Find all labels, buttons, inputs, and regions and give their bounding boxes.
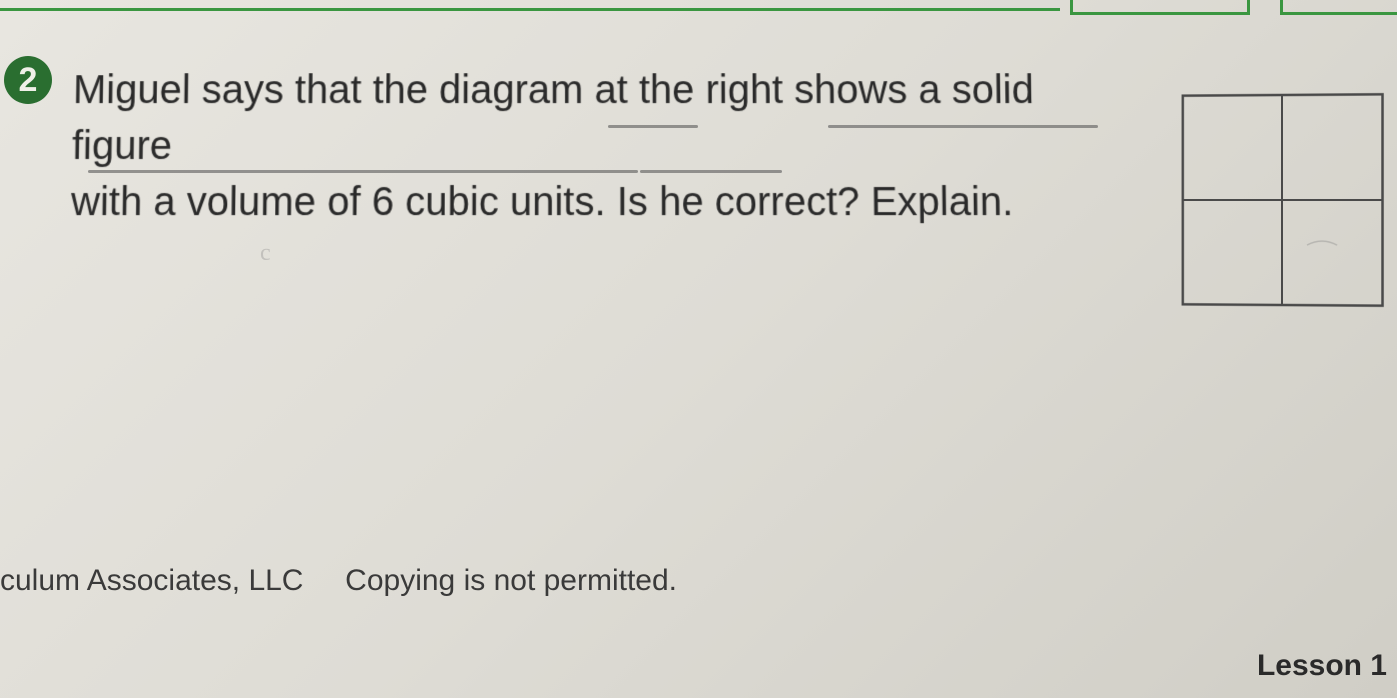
publisher-name: culum Associates, LLC (0, 564, 303, 597)
question-line-2: with a volume of 6 cubic units. Is he co… (71, 180, 1014, 224)
copy-notice: Copying is not permitted. (345, 564, 677, 597)
question-number-bullet: 2 (4, 56, 52, 104)
top-box-1 (1070, 0, 1250, 15)
grid-diagram (1178, 89, 1388, 311)
pencil-underline-1 (608, 125, 698, 128)
lesson-label: Lesson 1 (1257, 649, 1387, 683)
footer-publisher: culum Associates, LLC Copying is not per… (0, 564, 677, 598)
pencil-underline-4 (640, 170, 782, 173)
top-border-line (0, 8, 1060, 11)
question-number-text: 2 (19, 61, 38, 100)
pencil-stray-mark: c (260, 240, 271, 267)
pencil-underline-3 (88, 170, 638, 173)
top-box-2 (1280, 0, 1397, 15)
grid-svg (1178, 89, 1388, 311)
pencil-underline-2 (828, 125, 1098, 128)
question-line-1: Miguel says that the diagram at the righ… (72, 68, 1035, 168)
question-text: Miguel says that the diagram at the righ… (70, 62, 1103, 230)
top-border-region (0, 0, 1397, 20)
lesson-text: Lesson 1 (1257, 649, 1387, 682)
